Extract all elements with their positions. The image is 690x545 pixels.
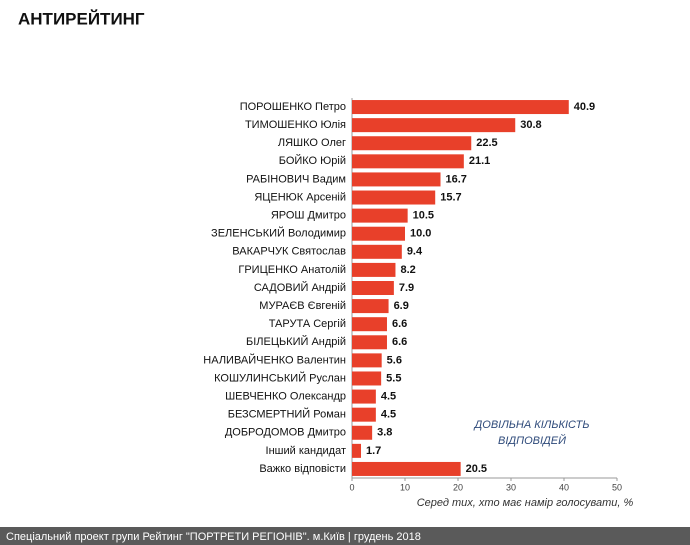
bar	[352, 281, 394, 295]
bar	[352, 353, 382, 368]
annotation: ВІДПОВІДЕЙ	[498, 434, 566, 447]
category-label: РАБІНОВИЧ Вадим	[246, 173, 346, 185]
bar	[352, 335, 387, 350]
category-label: БІЛЕЦЬКИЙ Андрій	[246, 335, 346, 348]
x-axis-label: Серед тих, хто має намір голосувати, %	[417, 497, 634, 509]
value-label: 20.5	[466, 463, 487, 475]
value-label: 22.5	[476, 137, 497, 149]
category-label: ЯРОШ Дмитро	[271, 210, 346, 222]
value-label: 3.8	[377, 427, 392, 439]
bar	[352, 262, 396, 277]
bar	[352, 208, 408, 223]
category-label: ШЕВЧЕНКО Олександр	[225, 390, 346, 402]
category-label: ЛЯШКО Олег	[278, 137, 346, 149]
bar	[352, 154, 464, 169]
bar	[352, 190, 436, 205]
bar	[352, 371, 382, 386]
category-label: САДОВИЙ Андрій	[254, 281, 346, 294]
bar	[352, 299, 389, 314]
bar	[352, 118, 516, 133]
bar	[352, 172, 441, 187]
value-label: 6.6	[392, 336, 407, 348]
category-label: БОЙКО Юрій	[279, 154, 346, 167]
category-label: ГРИЦЕНКО Анатолій	[238, 264, 346, 276]
category-label: Інший кандидат	[266, 445, 346, 457]
value-label: 40.9	[574, 101, 595, 113]
bar	[352, 461, 461, 476]
category-label: ЗЕЛЕНСЬКИЙ Володимир	[211, 227, 346, 240]
category-label: КОШУЛИНСЬКИЙ Руслан	[214, 371, 346, 384]
category-label: Важко відповісти	[259, 463, 346, 475]
value-label: 6.6	[392, 318, 407, 330]
chart-title: АНТИРЕЙТИНГ	[18, 9, 145, 28]
value-label: 30.8	[520, 119, 541, 131]
value-label: 6.9	[394, 300, 409, 312]
category-label: МУРАЄВ Євгеній	[259, 300, 346, 312]
value-label: 15.7	[440, 191, 461, 203]
bar	[352, 100, 569, 115]
bar	[352, 226, 405, 241]
value-label: 21.1	[469, 155, 490, 167]
value-label: 10.0	[410, 228, 431, 240]
bar	[352, 389, 376, 404]
value-label: 1.7	[366, 445, 381, 457]
bar	[352, 317, 387, 332]
category-label: БЕЗСМЕРТНИЙ Роман	[228, 408, 346, 421]
value-label: 10.5	[413, 210, 434, 222]
x-tick-label: 30	[506, 482, 516, 492]
category-label: ПОРОШЕНКО Петро	[240, 101, 346, 113]
value-label: 5.5	[386, 372, 401, 384]
x-tick-label: 20	[453, 482, 463, 492]
footer: Спеціальний проект групи Рейтинг "ПОРТРЕ…	[6, 531, 421, 543]
value-label: 9.4	[407, 246, 423, 258]
value-label: 4.5	[381, 390, 396, 402]
category-label: НАЛИВАЙЧЕНКО Валентин	[203, 353, 346, 366]
bar	[352, 443, 362, 458]
bar	[352, 136, 472, 151]
category-label: ДОБРОДОМОВ Дмитро	[225, 427, 346, 439]
value-label: 4.5	[381, 409, 396, 421]
category-label: ТАРУТА Сергій	[269, 318, 346, 330]
x-tick-label: 0	[349, 482, 354, 492]
value-label: 8.2	[400, 264, 415, 276]
x-tick-label: 50	[612, 482, 622, 492]
x-tick-label: 10	[400, 482, 410, 492]
x-tick-label: 40	[559, 482, 569, 492]
category-label: ТИМОШЕНКО Юлія	[245, 119, 346, 131]
bar	[352, 407, 376, 422]
bar	[352, 425, 373, 440]
value-label: 16.7	[446, 173, 467, 185]
category-label: ЯЦЕНЮК Арсеній	[254, 191, 346, 203]
value-label: 7.9	[399, 282, 414, 294]
value-label: 5.6	[387, 354, 402, 366]
annotation: ДОВІЛЬНА КІЛЬКІСТЬ	[473, 419, 590, 431]
bar	[352, 244, 402, 259]
category-label: ВАКАРЧУК Святослав	[232, 246, 346, 258]
footer-band	[0, 527, 690, 545]
